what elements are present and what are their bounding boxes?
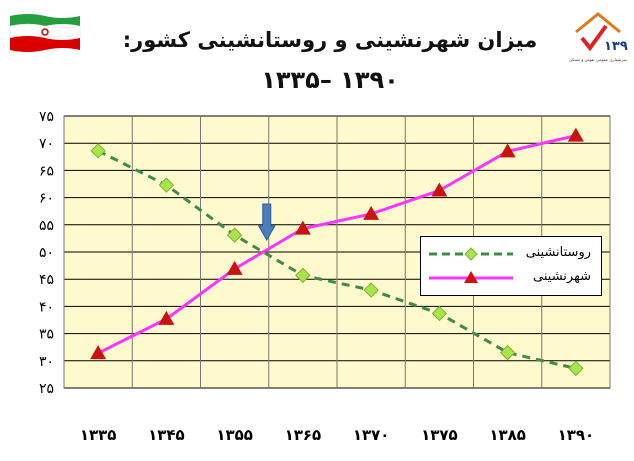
point-rural [158,177,175,193]
x-tick-label: ۱۳۷۰ [353,426,390,444]
legend-swatch-rural [429,247,513,261]
point-rural [431,305,448,322]
y-tick-label: ۳۰ [39,354,54,370]
point-urban [158,310,175,325]
y-tick-label: ۷۰ [39,136,54,152]
y-tick-label: ۲۵ [39,381,54,397]
point-urban [363,205,380,220]
y-tick-label: ۶۵ [39,163,54,179]
y-tick-label: ۵۵ [39,218,54,234]
point-urban [431,182,448,197]
y-tick-label: ۴۵ [39,272,54,288]
x-tick-label: ۱۳۷۵ [421,426,458,444]
svg-text:سرشماری عمومی نفوس و مسکن: سرشماری عمومی نفوس و مسکن [569,57,627,62]
legend: روستانشینی شهرنشینی [420,236,602,296]
x-tick-label: ۱۳۳۵ [80,426,117,444]
x-tick-label: ۱۳۵۵ [216,426,253,444]
iran-flag-icon [9,14,81,52]
census-1390-logo-icon: ۱۳۹۰ سرشماری عمومی نفوس و مسکن [569,12,634,62]
y-tick-label: ۳۵ [39,327,54,343]
legend-item-rural: روستانشینی [427,243,597,265]
x-tick-label: ۱۳۴۵ [148,426,185,444]
legend-item-urban: شهرنشینی [427,267,597,289]
point-rural [363,282,379,298]
point-urban [499,143,516,158]
y-tick-label: ۵۰ [39,245,54,261]
crossover-arrow-icon [257,203,276,242]
point-urban [567,127,584,142]
legend-label-urban: شهرنشینی [533,269,591,284]
chart-subtitle: ۱۳۹۰ –۱۳۳۵ [261,66,399,94]
point-rural [90,143,106,159]
y-tick-label: ۶۰ [39,191,54,207]
point-urban [226,260,243,275]
point-rural [568,360,584,377]
x-tick-label: ۱۳۹۰ [558,426,595,444]
point-rural [295,267,311,284]
legend-label-rural: روستانشینی [525,245,591,260]
series-line-rural [97,149,577,370]
point-rural [226,227,243,243]
series-line-urban [97,134,577,355]
point-urban [90,345,107,360]
y-tick-label: ۴۰ [39,299,54,315]
point-urban [294,220,311,235]
x-tick-label: ۱۳۶۵ [285,426,322,444]
legend-swatch-urban [429,271,513,283]
point-rural [499,344,516,361]
y-tick-label: ۷۵ [39,109,54,125]
svg-text:۱۳۹۰: ۱۳۹۰ [604,39,628,54]
x-tick-label: ۱۳۸۵ [489,426,526,444]
chart-title: میزان شهرنشینی و روستانشینی کشور: [122,28,538,52]
census-logo: ۱۳۹۰ سرشماری عمومی نفوس و مسکن [568,8,634,64]
